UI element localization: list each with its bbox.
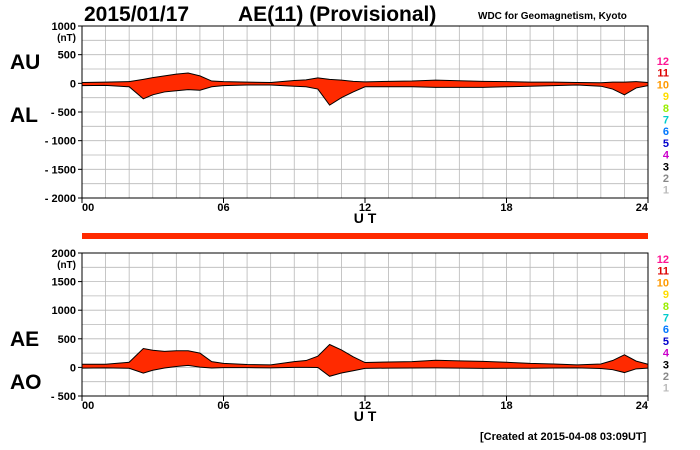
created-timestamp: [Created at 2015-04-08 03:09UT] xyxy=(480,431,647,443)
series-line-ae xyxy=(82,343,649,366)
legend-label-6: 6 xyxy=(663,126,669,138)
legend-label-2: 2 xyxy=(663,173,669,185)
legend-label-7: 7 xyxy=(663,313,669,325)
legend-label-9: 9 xyxy=(663,289,669,301)
x-tick-label: 18 xyxy=(500,400,512,412)
legend-label-4: 4 xyxy=(663,348,670,360)
y-tick-label: - 500 xyxy=(51,107,76,119)
x-axis-label: U T xyxy=(354,408,377,424)
legend-label-5: 5 xyxy=(663,138,669,150)
legend-label-8: 8 xyxy=(663,103,669,115)
x-tick-label: 00 xyxy=(82,202,94,214)
y-tick-label: 1000 xyxy=(52,305,76,317)
legend-label-12: 12 xyxy=(657,254,669,266)
unit-label: (nT) xyxy=(57,260,76,271)
y-tick-label: 1500 xyxy=(52,277,76,289)
x-tick-label: 12 xyxy=(359,400,371,412)
x-tick-label: 24 xyxy=(636,202,649,214)
y-tick-label: 500 xyxy=(58,334,76,346)
legend-label-2: 2 xyxy=(663,371,669,383)
y-tick-label: 0 xyxy=(70,362,76,374)
unit-label: (nT) xyxy=(57,33,76,44)
chart-date: 2015/01/17 xyxy=(84,3,190,26)
series-line-au xyxy=(81,72,649,84)
legend-label-11: 11 xyxy=(657,68,669,80)
legend-label-4: 4 xyxy=(663,150,670,162)
chart-title: AE(11) (Provisional) xyxy=(238,3,437,26)
legend-label-10: 10 xyxy=(657,277,669,289)
color-scale-bar xyxy=(82,233,648,239)
x-tick-label: 18 xyxy=(500,202,512,214)
legend-label-8: 8 xyxy=(663,301,669,313)
legend-label-6: 6 xyxy=(663,324,669,336)
x-tick-label: 06 xyxy=(217,202,229,214)
label-au: AU xyxy=(10,51,41,74)
data-band xyxy=(82,344,648,377)
x-tick-label: 00 xyxy=(82,400,94,412)
y-tick-label: 2000 xyxy=(52,248,76,260)
x-tick-label: 06 xyxy=(217,400,229,412)
legend-label-12: 12 xyxy=(657,56,669,68)
x-tick-label: 24 xyxy=(636,400,649,412)
series-line-al xyxy=(81,84,649,106)
legend-label-3: 3 xyxy=(663,161,669,173)
y-tick-label: - 1500 xyxy=(45,164,76,176)
legend-label-7: 7 xyxy=(663,115,669,127)
y-tick-label: 500 xyxy=(58,50,76,62)
y-tick-label: - 2000 xyxy=(45,193,76,205)
y-tick-label: 0 xyxy=(70,78,76,90)
data-band xyxy=(82,73,648,106)
x-tick-label: 12 xyxy=(359,202,371,214)
legend-label-3: 3 xyxy=(663,359,669,371)
credit-text: WDC for Geomagnetism, Kyoto xyxy=(478,11,627,22)
legend-label-9: 9 xyxy=(663,91,669,103)
legend-label-5: 5 xyxy=(663,336,669,348)
label-ao: AO xyxy=(10,371,42,394)
y-tick-label: - 1000 xyxy=(45,136,76,148)
legend-label-1: 1 xyxy=(663,185,669,197)
legend-label-10: 10 xyxy=(657,79,669,91)
legend-label-1: 1 xyxy=(663,383,669,395)
label-ae: AE xyxy=(10,328,40,351)
y-tick-label: - 500 xyxy=(51,391,76,403)
label-al: AL xyxy=(10,104,38,127)
x-axis-label: U T xyxy=(354,210,377,226)
series-line-ao xyxy=(81,364,649,377)
y-tick-label: 1000 xyxy=(52,21,76,33)
legend-label-11: 11 xyxy=(657,266,669,278)
